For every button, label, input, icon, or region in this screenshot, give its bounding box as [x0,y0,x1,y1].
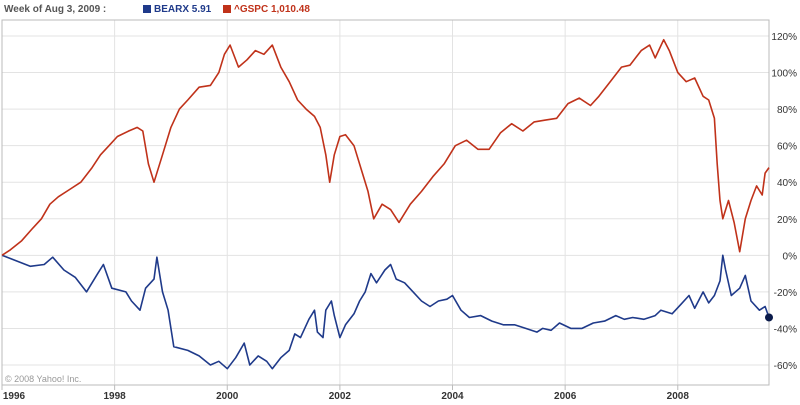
y-tick-label: 20% [777,215,797,226]
x-axis-ticks: 1996 1998 2000 2002 2004 2006 2008 [1,385,690,402]
x-tick-label: 2008 [667,391,690,402]
legend-label-gspc[interactable]: ^GSPC 1,010.48 [234,4,310,15]
y-tick-label: 100% [771,69,797,80]
y-tick-label: -60% [774,361,797,372]
x-tick-label: 2000 [216,391,239,402]
y-tick-label: 0% [783,251,798,262]
x-tick-label: 1998 [104,391,127,402]
x-tick-label: 2004 [441,391,464,402]
series-line-bearx[interactable] [1,254,770,370]
y-tick-label: 80% [777,105,797,116]
x-tick-label: 1996 [3,391,26,402]
y-tick-label: 40% [777,178,797,189]
y-axis-ticks: -60% -40% -20% 0% 20% 40% 60% 80% 100% 120% [771,32,797,372]
series-layer [1,38,773,370]
series-line-gspc[interactable] [1,38,770,256]
y-tick-label: 120% [771,32,797,43]
legend-swatch-gspc [223,5,231,13]
grid [1,20,769,385]
legend[interactable]: BEARX 5.91 ^GSPC 1,010.48 [143,4,310,15]
x-tick-label: 2006 [554,391,577,402]
legend-label-bearx[interactable]: BEARX 5.91 [154,4,212,15]
copyright-text: © 2008 Yahoo! Inc. [5,374,81,384]
week-label: Week of Aug 3, 2009 : [4,4,106,15]
legend-swatch-bearx [143,5,151,13]
plot-area-border [1,19,770,386]
y-tick-label: -40% [774,324,797,335]
y-tick-label: -20% [774,288,797,299]
series-endpoint-marker-bearx[interactable] [765,313,773,322]
y-tick-label: 60% [777,142,797,153]
x-tick-label: 2002 [329,391,352,402]
